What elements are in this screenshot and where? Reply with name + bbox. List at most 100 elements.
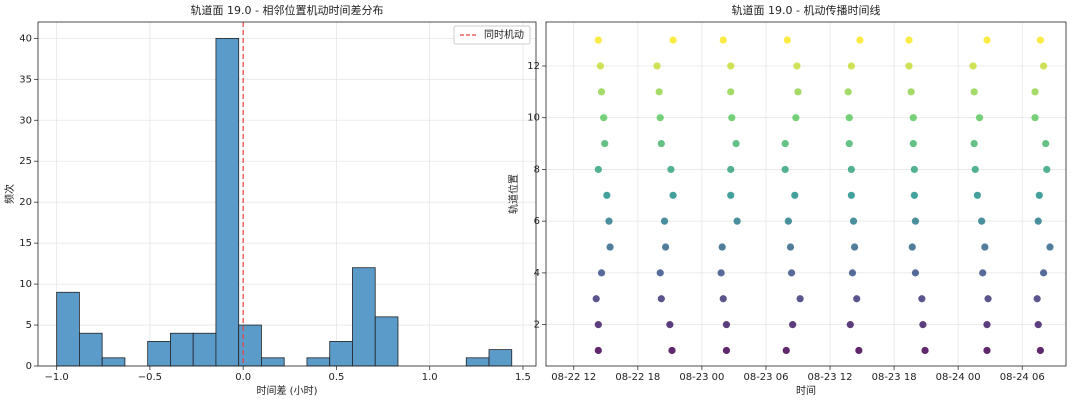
point [727, 165, 735, 174]
point [1039, 269, 1048, 277]
point [594, 165, 602, 174]
bar [170, 332, 194, 367]
point [846, 321, 854, 329]
point [909, 114, 917, 122]
point [970, 88, 978, 96]
bar [488, 349, 513, 367]
point [910, 165, 918, 174]
y-tick-label: 20 [19, 197, 32, 208]
plot-frame [545, 21, 1067, 367]
point [594, 36, 602, 44]
y-tick-label: 15 [19, 238, 32, 249]
x-axis-label: 时间 [796, 384, 816, 397]
point [1031, 88, 1039, 96]
point [853, 295, 861, 303]
y-tick-label: 5 [26, 320, 32, 331]
point [975, 114, 984, 122]
y-tick-label: 40 [19, 33, 32, 44]
point [1034, 321, 1042, 329]
x-tick-label: 08-23 00 [679, 372, 724, 383]
x-tick-label: 0.5 [328, 372, 344, 383]
y-tick-label: 8 [534, 164, 540, 175]
point [727, 191, 735, 199]
bar [101, 357, 126, 367]
point [918, 295, 926, 303]
point [905, 36, 913, 44]
point [910, 191, 918, 199]
point [717, 269, 725, 277]
point [787, 269, 796, 277]
point [845, 114, 853, 122]
x-tick-label: 1.5 [515, 372, 531, 383]
point [1031, 114, 1039, 122]
point [971, 165, 979, 174]
point [1036, 346, 1044, 355]
x-tick-label: 0.0 [235, 372, 251, 383]
point [592, 295, 600, 303]
x-tick-label: 08-24 00 [936, 372, 981, 383]
point [781, 165, 789, 174]
point [722, 321, 731, 329]
point [606, 243, 614, 251]
point [722, 346, 731, 355]
point [782, 346, 790, 355]
point [601, 139, 609, 148]
point [1042, 139, 1050, 148]
point [849, 217, 858, 225]
x-tick-label: 08-24 06 [1000, 372, 1045, 383]
y-tick-label: 35 [19, 74, 32, 85]
bar [261, 357, 285, 367]
point [718, 243, 726, 251]
point [597, 269, 606, 277]
y-tick-label: 2 [534, 320, 540, 331]
point [656, 269, 664, 277]
point [719, 295, 727, 303]
point [911, 217, 920, 225]
point [732, 139, 740, 148]
point [847, 165, 855, 174]
point [855, 346, 863, 355]
y-tick-label: 4 [534, 268, 540, 279]
point [789, 321, 797, 329]
point [969, 62, 977, 70]
point [1043, 165, 1051, 174]
y-tick-label: 10 [19, 279, 32, 290]
point [844, 88, 852, 96]
point [657, 295, 665, 303]
point [983, 346, 991, 355]
point [656, 114, 664, 122]
point [600, 114, 608, 122]
x-tick-label: 08-23 06 [743, 372, 788, 383]
point [786, 243, 795, 251]
point [856, 36, 864, 44]
point [911, 269, 920, 277]
point [667, 165, 675, 174]
legend-label: 同时机动 [484, 28, 524, 41]
bar [306, 357, 331, 367]
y-tick-label: 0 [26, 361, 32, 372]
point [970, 139, 978, 148]
point [719, 36, 727, 44]
point [657, 139, 665, 148]
x-tick-label: −1.0 [45, 372, 69, 383]
point [727, 62, 735, 70]
point [848, 269, 857, 277]
bar [56, 291, 80, 367]
point [981, 243, 989, 251]
point [979, 269, 987, 277]
point [905, 62, 913, 70]
point [908, 243, 916, 251]
bar [238, 324, 262, 367]
point [596, 62, 605, 70]
point [666, 321, 674, 329]
bar [192, 332, 217, 367]
point [668, 346, 676, 355]
y-tick-label: 6 [534, 216, 540, 227]
bar [465, 357, 490, 367]
point [850, 243, 859, 251]
y-tick-label: 30 [19, 115, 32, 126]
y-tick-label: 12 [527, 61, 540, 72]
point [1039, 62, 1048, 70]
x-tick-label: 08-23 18 [872, 372, 917, 383]
